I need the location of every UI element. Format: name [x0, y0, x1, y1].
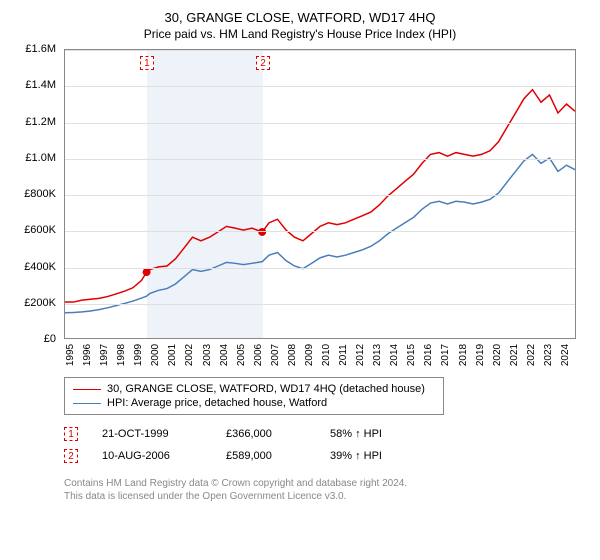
x-axis-label: 2000 [150, 344, 161, 366]
x-axis-label: 2018 [458, 344, 469, 366]
x-axis-label: 1997 [99, 344, 110, 366]
x-axis-label: 2020 [492, 344, 503, 366]
y-axis-label: £1.0M [16, 152, 56, 164]
transaction-date: 21-OCT-1999 [102, 428, 202, 440]
x-axis-label: 2004 [219, 344, 230, 366]
x-axis-label: 2014 [389, 344, 400, 366]
x-axis-label: 2002 [184, 344, 195, 366]
x-axis-label: 2003 [202, 344, 213, 366]
y-axis-label: £1.4M [16, 79, 56, 91]
legend-label: HPI: Average price, detached house, Watf… [107, 397, 327, 409]
x-axis-label: 1995 [65, 344, 76, 366]
chart-marker-box: 1 [140, 56, 154, 70]
x-axis-label: 2016 [423, 344, 434, 366]
x-axis-label: 2023 [543, 344, 554, 366]
transaction-marker: 1 [64, 427, 78, 441]
series-hpi [65, 154, 575, 312]
x-axis-label: 2008 [287, 344, 298, 366]
y-axis-label: £800K [16, 188, 56, 200]
legend-item: HPI: Average price, detached house, Watf… [73, 396, 435, 410]
page-subtitle: Price paid vs. HM Land Registry's House … [8, 27, 592, 41]
x-axis-label: 2005 [236, 344, 247, 366]
x-axis-label: 2024 [560, 344, 571, 366]
transaction-table: 1 21-OCT-1999 £366,000 58% ↑ HPI 2 10-AUG-200… [64, 423, 592, 467]
x-axis-label: 2012 [355, 344, 366, 366]
page-title: 30, GRANGE CLOSE, WATFORD, WD17 4HQ [8, 10, 592, 25]
footnote: Contains HM Land Registry data © Crown c… [64, 477, 592, 503]
x-axis-label: 2015 [406, 344, 417, 366]
x-axis-label: 2009 [304, 344, 315, 366]
legend-swatch [73, 403, 101, 404]
x-axis-label: 1999 [133, 344, 144, 366]
legend: 30, GRANGE CLOSE, WATFORD, WD17 4HQ (det… [64, 377, 444, 415]
footnote-line: Contains HM Land Registry data © Crown c… [64, 477, 592, 490]
transaction-delta: 58% ↑ HPI [330, 428, 382, 440]
x-axis-label: 2006 [253, 344, 264, 366]
transaction-delta: 39% ↑ HPI [330, 450, 382, 462]
transaction-price: £366,000 [226, 428, 306, 440]
x-axis-label: 1996 [82, 344, 93, 366]
transaction-row: 1 21-OCT-1999 £366,000 58% ↑ HPI [64, 423, 592, 445]
x-axis-label: 2001 [167, 344, 178, 366]
footnote-line: This data is licensed under the Open Gov… [64, 490, 592, 503]
transaction-row: 2 10-AUG-2006 £589,000 39% ↑ HPI [64, 445, 592, 467]
y-axis-label: £600K [16, 224, 56, 236]
x-axis-label: 2021 [509, 344, 520, 366]
plot-area: 1995199619971998199920002001200220032004… [64, 49, 576, 339]
x-axis-label: 2011 [338, 344, 349, 366]
legend-label: 30, GRANGE CLOSE, WATFORD, WD17 4HQ (det… [107, 383, 425, 395]
x-axis-label: 2017 [440, 344, 451, 366]
y-axis-label: £1.6M [16, 43, 56, 55]
y-axis-label: £0 [16, 333, 56, 345]
transaction-price: £589,000 [226, 450, 306, 462]
y-axis-label: £200K [16, 297, 56, 309]
chart-svg [65, 50, 575, 338]
x-axis-label: 2013 [372, 344, 383, 366]
y-axis-label: £400K [16, 261, 56, 273]
chart-marker-dot [143, 268, 151, 276]
chart: 1995 1996 1997 1998 1999 2000 2001 2002 2003 2004… [16, 49, 576, 369]
x-axis-label: 2022 [526, 344, 537, 366]
x-axis-label: 2010 [321, 344, 332, 366]
x-axis-label: 2007 [270, 344, 281, 366]
x-axis-label: 2019 [475, 344, 486, 366]
legend-item: 30, GRANGE CLOSE, WATFORD, WD17 4HQ (det… [73, 382, 435, 396]
transaction-marker: 2 [64, 449, 78, 463]
transaction-date: 10-AUG-2006 [102, 450, 202, 462]
x-axis-label: 1998 [116, 344, 127, 366]
legend-swatch [73, 389, 101, 390]
chart-marker-box: 2 [256, 56, 270, 70]
y-axis-label: £1.2M [16, 116, 56, 128]
